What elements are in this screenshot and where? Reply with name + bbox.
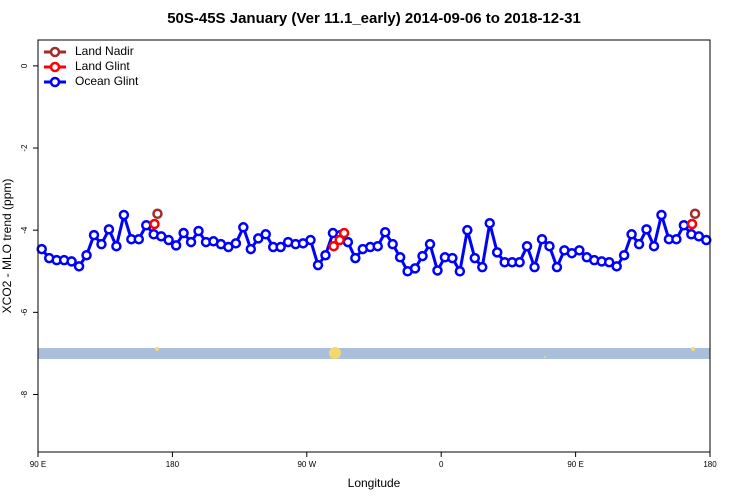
y-tick-label: 0 bbox=[20, 63, 29, 68]
data-point bbox=[103, 224, 115, 235]
data-point bbox=[574, 245, 585, 256]
data-point bbox=[641, 224, 652, 235]
x-tick-label: 90 W bbox=[297, 460, 316, 469]
data-point bbox=[633, 238, 645, 250]
data-point bbox=[372, 240, 383, 252]
data-point bbox=[230, 238, 242, 249]
x-tick-label: 0 bbox=[439, 460, 444, 469]
data-point bbox=[170, 240, 182, 251]
data-point bbox=[81, 249, 92, 261]
data-point bbox=[551, 261, 563, 273]
data-point bbox=[648, 240, 660, 252]
data-point bbox=[152, 208, 163, 220]
data-point bbox=[521, 240, 533, 252]
data-point bbox=[514, 256, 525, 268]
data-point bbox=[149, 218, 160, 230]
legend-marker bbox=[49, 61, 61, 73]
y-tick-label: -2 bbox=[20, 144, 29, 152]
data-point bbox=[178, 227, 189, 239]
data-point bbox=[626, 229, 637, 240]
data-point bbox=[462, 224, 473, 236]
data-point bbox=[491, 247, 503, 258]
data-point bbox=[611, 261, 622, 272]
data-point bbox=[66, 256, 77, 267]
legend-marker bbox=[49, 46, 61, 58]
data-point bbox=[338, 227, 350, 239]
data-point bbox=[312, 259, 324, 271]
y-tick-label: -4 bbox=[20, 226, 29, 234]
data-point bbox=[484, 217, 495, 229]
data-point bbox=[454, 266, 466, 277]
data-point bbox=[260, 229, 271, 240]
x-tick-label: 180 bbox=[166, 460, 180, 469]
data-point bbox=[424, 238, 436, 250]
data-point bbox=[245, 243, 257, 255]
data-point bbox=[469, 252, 481, 264]
data-point bbox=[118, 209, 130, 221]
legend-label: Land Nadir bbox=[75, 44, 134, 58]
data-point bbox=[618, 249, 630, 261]
data-point bbox=[185, 236, 197, 248]
data-point bbox=[36, 243, 47, 255]
land-strip bbox=[38, 347, 710, 359]
legend-label: Land Glint bbox=[75, 59, 130, 73]
x-axis-label: Longitude bbox=[348, 476, 401, 490]
data-point bbox=[701, 234, 712, 246]
data-point bbox=[328, 240, 339, 252]
data-point bbox=[686, 218, 698, 230]
y-axis-label: XCO2 - MLO trend (ppm) bbox=[0, 179, 14, 314]
data-point bbox=[111, 240, 122, 252]
data-point bbox=[536, 233, 548, 245]
data-point bbox=[238, 222, 249, 233]
data-point bbox=[275, 241, 286, 253]
data-point bbox=[96, 238, 107, 250]
data-point bbox=[163, 234, 174, 246]
data-point bbox=[193, 225, 204, 237]
data-point bbox=[387, 238, 398, 250]
data-point bbox=[88, 229, 100, 241]
data-point bbox=[141, 220, 152, 231]
data-point bbox=[133, 233, 145, 245]
data-point bbox=[447, 252, 458, 264]
y-tick-label: -8 bbox=[20, 390, 29, 398]
data-point bbox=[603, 256, 615, 268]
chart-title: 50S-45S January (Ver 11.1_early) 2014-09… bbox=[167, 10, 581, 27]
data-point bbox=[477, 261, 488, 273]
data-point bbox=[253, 233, 264, 244]
data-point bbox=[432, 265, 443, 276]
data-point bbox=[334, 234, 345, 246]
data-point bbox=[320, 249, 331, 261]
data-point bbox=[73, 261, 85, 272]
plot-frame bbox=[37, 39, 711, 453]
legend-marker bbox=[49, 76, 61, 88]
x-tick-label: 90 E bbox=[30, 460, 46, 469]
data-point bbox=[656, 209, 667, 221]
data-point bbox=[417, 250, 428, 262]
data-point bbox=[379, 226, 391, 238]
data-point bbox=[671, 233, 682, 245]
x-tick-label: 90 E bbox=[567, 460, 583, 469]
data-point bbox=[529, 261, 540, 273]
x-tick-label: 180 bbox=[703, 460, 717, 469]
data-point bbox=[678, 220, 690, 231]
y-tick-label: -6 bbox=[20, 308, 29, 316]
data-point bbox=[305, 234, 316, 246]
data-point bbox=[350, 252, 361, 264]
data-point bbox=[394, 252, 406, 263]
data-point bbox=[342, 236, 354, 248]
data-point bbox=[409, 263, 421, 274]
legend-label: Ocean Glint bbox=[75, 74, 139, 88]
data-point bbox=[689, 208, 701, 220]
data-point bbox=[544, 240, 555, 252]
